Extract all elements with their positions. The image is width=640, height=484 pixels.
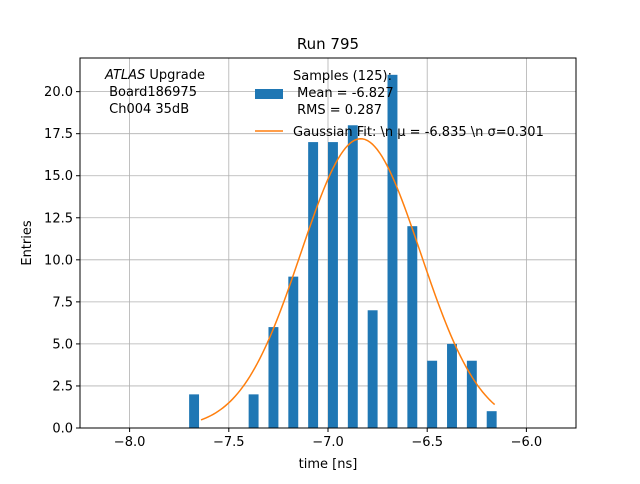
y-tick-label: 17.5 — [44, 127, 73, 142]
histogram-bar — [387, 74, 398, 429]
board-label: Board186975 — [105, 85, 197, 100]
histogram-bar — [189, 394, 200, 428]
histogram-bar — [447, 343, 457, 428]
histogram-bar — [466, 360, 477, 428]
x-tick-label: −8.0 — [114, 435, 146, 450]
histogram-bar — [288, 276, 299, 428]
y-tick-label: 0.0 — [52, 422, 73, 437]
y-tick-label: 10.0 — [44, 253, 73, 268]
y-tick-label: 12.5 — [44, 211, 73, 226]
x-tick-label: −6.5 — [411, 435, 443, 450]
gaussian-fit-curve — [200, 137, 496, 421]
histogram-bar — [328, 142, 338, 428]
legend-fit-label: Gaussian Fit: \n μ = -6.835 \n σ=0.301 — [293, 125, 544, 140]
legend-mean-label: Mean = -6.827 — [293, 86, 394, 101]
y-axis-label: Entries — [20, 220, 35, 266]
histogram-bars — [189, 74, 497, 429]
histogram-bar — [248, 394, 259, 428]
histogram-bar — [427, 360, 438, 428]
x-axis-label: time [ns] — [299, 457, 358, 472]
y-axis-ticks: 0.0 2.5 5.0 7.5 10.0 12.5 15.0 17.5 20.0 — [44, 85, 80, 437]
histogram-bar — [308, 142, 319, 428]
y-tick-label: 20.0 — [44, 85, 73, 100]
x-tick-label: −7.0 — [312, 435, 344, 450]
y-tick-label: 7.5 — [52, 295, 73, 310]
atlas-label: ATLAS Upgrade — [104, 68, 205, 83]
histogram-bar — [367, 310, 378, 428]
y-tick-label: 5.0 — [52, 337, 73, 352]
legend-rms-label: RMS = 0.287 — [293, 103, 382, 118]
x-tick-label: −6.0 — [511, 435, 543, 450]
legend-samples-label: Samples (125): — [293, 69, 392, 84]
histogram-bar — [486, 411, 497, 428]
x-tick-label: −7.5 — [213, 435, 245, 450]
chart-title: Run 795 — [297, 35, 359, 53]
histogram-bar — [268, 327, 279, 428]
x-axis-ticks: −8.0 −7.5 −7.0 −6.5 −6.0 — [114, 428, 542, 450]
y-tick-label: 15.0 — [44, 169, 73, 184]
histogram-bar — [407, 226, 418, 428]
legend: Samples (125): Mean = -6.827 RMS = 0.287… — [255, 69, 544, 140]
atlas-italic-text: ATLAS — [104, 68, 145, 83]
atlas-annotation: ATLAS Upgrade Board186975 Ch004 35dB — [104, 68, 205, 117]
legend-histogram-patch — [255, 89, 283, 99]
atlas-upgrade-text: Upgrade — [145, 68, 205, 83]
histogram-bar — [347, 125, 358, 428]
y-tick-label: 2.5 — [52, 379, 73, 394]
channel-label: Ch004 35dB — [105, 102, 189, 117]
